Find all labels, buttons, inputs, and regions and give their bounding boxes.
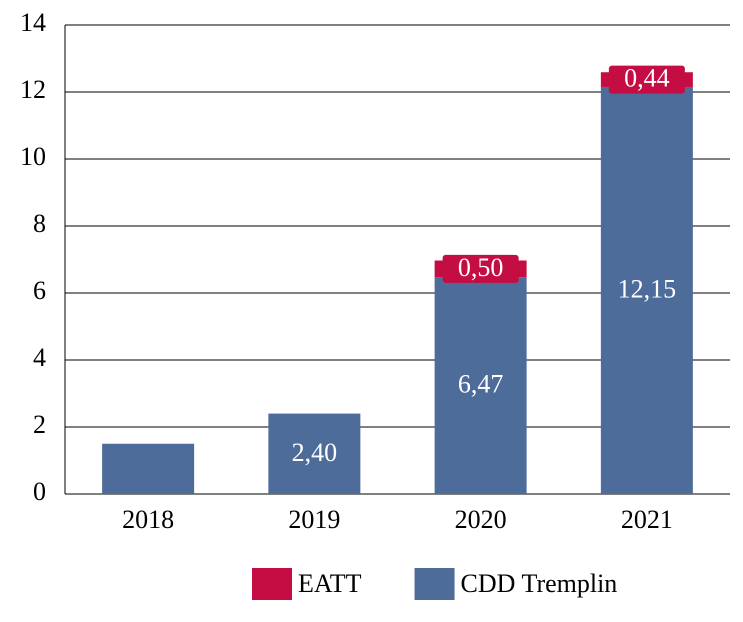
y-tick-label: 0 (33, 477, 46, 506)
y-tick-label: 4 (33, 343, 46, 372)
label-box (608, 65, 685, 94)
bar-segment (434, 277, 527, 494)
bar-segment (268, 413, 361, 494)
bar-segment (102, 443, 195, 494)
value-label: 12,15 (618, 274, 677, 303)
x-tick-label: 2021 (621, 505, 673, 534)
bar-segment (600, 86, 693, 494)
value-label: 6,47 (458, 370, 504, 399)
y-tick-label: 12 (20, 75, 46, 104)
legend-label: EATT (298, 569, 362, 598)
x-tick-label: 2019 (288, 505, 340, 534)
y-tick-label: 6 (33, 276, 46, 305)
value-label: 0,50 (458, 253, 504, 282)
legend-swatch (414, 568, 455, 600)
value-label: 0,44 (624, 64, 670, 93)
y-tick-label: 2 (33, 410, 46, 439)
value-label: 2,40 (292, 438, 338, 467)
x-tick-label: 2020 (455, 505, 507, 534)
legend-swatch (252, 568, 292, 600)
label-box (442, 254, 519, 283)
y-tick-label: 10 (20, 142, 46, 171)
y-tick-label: 14 (20, 8, 46, 37)
x-tick-label: 2018 (122, 505, 174, 534)
legend-label: CDD Tremplin (461, 569, 618, 598)
y-tick-label: 8 (33, 209, 46, 238)
